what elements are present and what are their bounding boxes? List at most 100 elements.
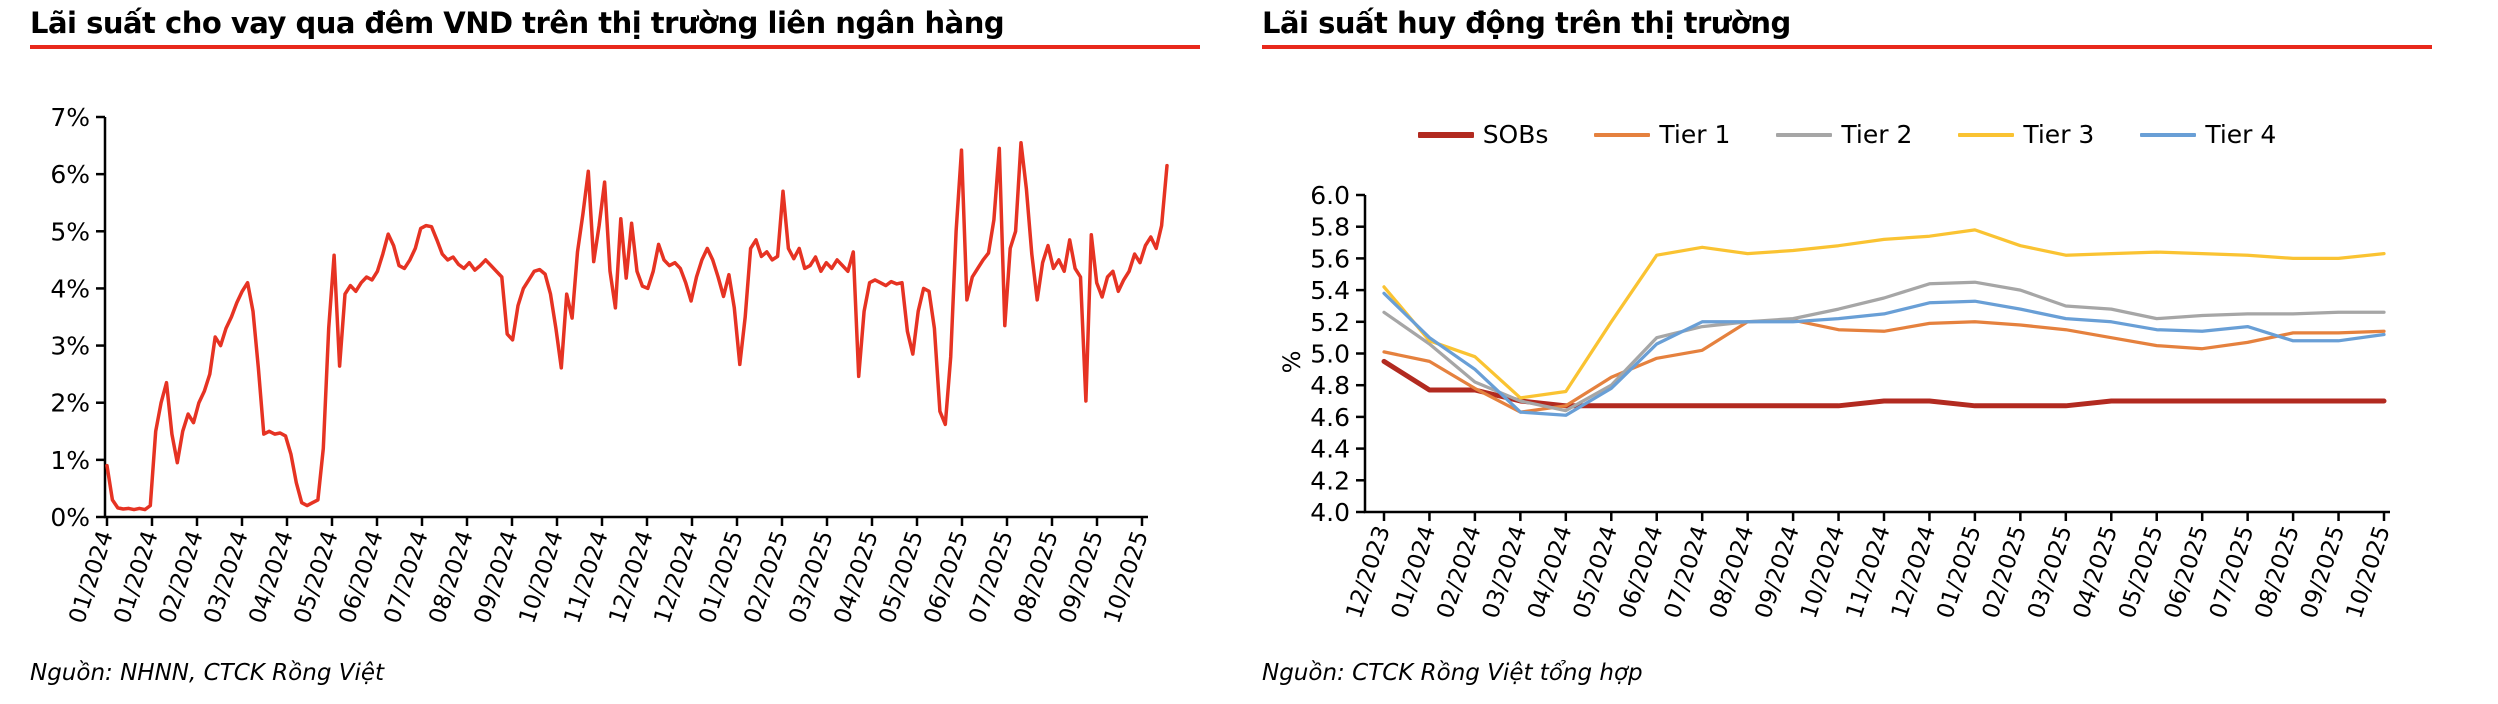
legend-label-tier2: Tier 2: [1841, 120, 1913, 149]
x-tick-label: 08/2025: [1009, 528, 1063, 627]
x-tick-label: 01/2025: [694, 528, 748, 627]
x-tick-label: 12/2024: [604, 528, 658, 627]
x-tick-label: 06/2025: [2160, 523, 2214, 622]
tier3-line: [1382, 228, 2386, 400]
y-tick-label: 4.8: [1310, 371, 1350, 400]
x-tick-label: 01/2024: [64, 528, 118, 627]
x-tick-label: 10/2025: [1099, 528, 1153, 627]
y-tick-label: 5%: [50, 217, 90, 246]
y-tick-label: 5.6: [1310, 244, 1350, 273]
y-tick-label: 4.2: [1310, 466, 1350, 495]
y-tick-label: 5.0: [1310, 340, 1350, 369]
deposit-rate-panel: Lãi suất huy động trên thị trường SOBs T…: [1262, 6, 2432, 686]
legend-item-sobs: SOBs: [1417, 120, 1549, 149]
x-tick-label: 02/2024: [154, 528, 208, 627]
x-tick-label: 05/2024: [289, 528, 343, 627]
y-tick-label: 5.4: [1310, 276, 1350, 305]
x-tick-label: 07/2024: [1660, 523, 1714, 622]
tier1-line-swatch: [1594, 132, 1651, 137]
x-tick-label: 01/2024: [109, 528, 163, 627]
y-tick-label: 1%: [50, 446, 90, 475]
deposit-rate-chart: % 4.0 4.24.4 4.6 4.85.0 5.2 5.4 5.65.8 6.0 12/202…: [1278, 181, 2396, 622]
x-tick-label: 10/2025: [2341, 523, 2395, 622]
right-source-note: Nguồn: CTCK Rồng Việt tổng hợp: [1262, 660, 1643, 686]
y-tick-label: 7%: [50, 103, 90, 132]
y-tick-label: 6.0: [1310, 181, 1350, 210]
x-tick-label: 02/2025: [739, 528, 793, 627]
x-tick-label: 09/2025: [2296, 523, 2350, 622]
x-tick-label: 12/2024: [649, 528, 703, 627]
y-axis-unit: %: [1278, 351, 1306, 374]
tier2-line-swatch: [1776, 132, 1833, 137]
x-tick-label: 12/2024: [1887, 523, 1941, 622]
x-tick-label: 08/2024: [424, 528, 478, 627]
x-tick-label: 10/2024: [514, 528, 568, 627]
interbank-rate-panel: Lãi suất cho vay qua đêm VND trên thị tr…: [30, 6, 1200, 686]
x-tick-label: 01/2025: [1932, 523, 1986, 622]
sobs-line: [1381, 358, 2387, 409]
sobs-line-swatch: [1417, 131, 1474, 138]
x-tick-label: 06/2024: [334, 528, 388, 627]
legend-item-tier2: Tier 2: [1776, 120, 1912, 149]
left-source-note: Nguồn: NHNN, CTCK Rồng Việt: [30, 660, 385, 686]
overnight-rate-line: [105, 140, 1169, 512]
legend-label-sobs: SOBs: [1482, 120, 1549, 149]
left-title-underline: [30, 45, 1200, 50]
x-tick-label: 09/2024: [1751, 523, 1805, 622]
tier3-line-swatch: [1958, 132, 2015, 137]
axis-lines: [1363, 195, 2390, 514]
y-tick-label: 6%: [50, 160, 90, 189]
tier4-line-swatch: [2140, 132, 2197, 137]
x-tick-label: 04/2025: [2069, 523, 2123, 622]
tier2-line: [1382, 280, 2386, 413]
legend-item-tier4: Tier 4: [2140, 120, 2276, 149]
x-tick-label: 08/2025: [2251, 523, 2305, 622]
x-tick-label: 03/2024: [199, 528, 253, 627]
y-tick-label: 4.4: [1310, 435, 1350, 464]
x-tick-label: 07/2025: [2205, 523, 2259, 622]
x-tick-label: 09/2025: [1054, 528, 1108, 627]
tier1-line: [1382, 318, 2386, 414]
y-tick-label: 5.2: [1310, 308, 1350, 337]
x-tick-label: 08/2024: [1705, 523, 1759, 622]
right-title-underline: [1262, 45, 2432, 50]
y-tick-label: 4%: [50, 274, 90, 303]
y-tick-label: 2%: [50, 389, 90, 418]
x-tick-label: 11/2024: [559, 528, 613, 627]
x-tick-label: 12/2023: [1341, 523, 1395, 622]
x-tick-label: 04/2025: [829, 528, 883, 627]
legend-label-tier1: Tier 1: [1659, 120, 1731, 149]
x-tick-label: 10/2024: [1796, 523, 1850, 622]
x-tick-label: 11/2024: [1841, 523, 1895, 622]
interbank-rate-chart: 0%1%2%3%4%5%6%7%01/202401/202402/202403/…: [50, 103, 1169, 627]
x-tick-label: 03/2025: [784, 528, 838, 627]
x-tick-label: 01/2024: [1387, 523, 1441, 622]
y-tick-label: 0%: [50, 503, 90, 532]
tier4-line: [1382, 291, 2386, 417]
legend-item-tier1: Tier 1: [1594, 120, 1730, 149]
x-tick-label: 03/2024: [1478, 523, 1532, 622]
x-tick-label: 06/2024: [1614, 523, 1668, 622]
left-chart-title: Lãi suất cho vay qua đêm VND trên thị tr…: [30, 6, 1005, 40]
x-tick-label: 02/2025: [1978, 523, 2032, 622]
deposit-chart-legend: SOBs Tier 1 Tier 2 Tier 3 Tier 4: [1262, 120, 2432, 149]
legend-label-tier4: Tier 4: [2205, 120, 2277, 149]
y-tick-label: 3%: [50, 332, 90, 361]
y-tick-label: 4.0: [1310, 498, 1350, 527]
right-chart-title: Lãi suất huy động trên thị trường: [1262, 6, 1791, 40]
x-tick-label: 05/2024: [1569, 523, 1623, 622]
x-tick-label: 05/2025: [874, 528, 928, 627]
axis-lines: [103, 117, 1148, 519]
x-tick-label: 06/2025: [919, 528, 973, 627]
x-tick-label: 07/2025: [964, 528, 1018, 627]
x-tick-label: 09/2024: [469, 528, 523, 627]
x-tick-label: 03/2025: [2023, 523, 2077, 622]
x-tick-label: 04/2024: [244, 528, 298, 627]
legend-label-tier3: Tier 3: [2023, 120, 2095, 149]
y-tick-label: 5.8: [1310, 213, 1350, 242]
legend-item-tier3: Tier 3: [1958, 120, 2094, 149]
x-tick-label: 05/2025: [2114, 523, 2168, 622]
x-tick-label: 02/2024: [1432, 523, 1486, 622]
x-tick-label: 07/2024: [379, 528, 433, 627]
